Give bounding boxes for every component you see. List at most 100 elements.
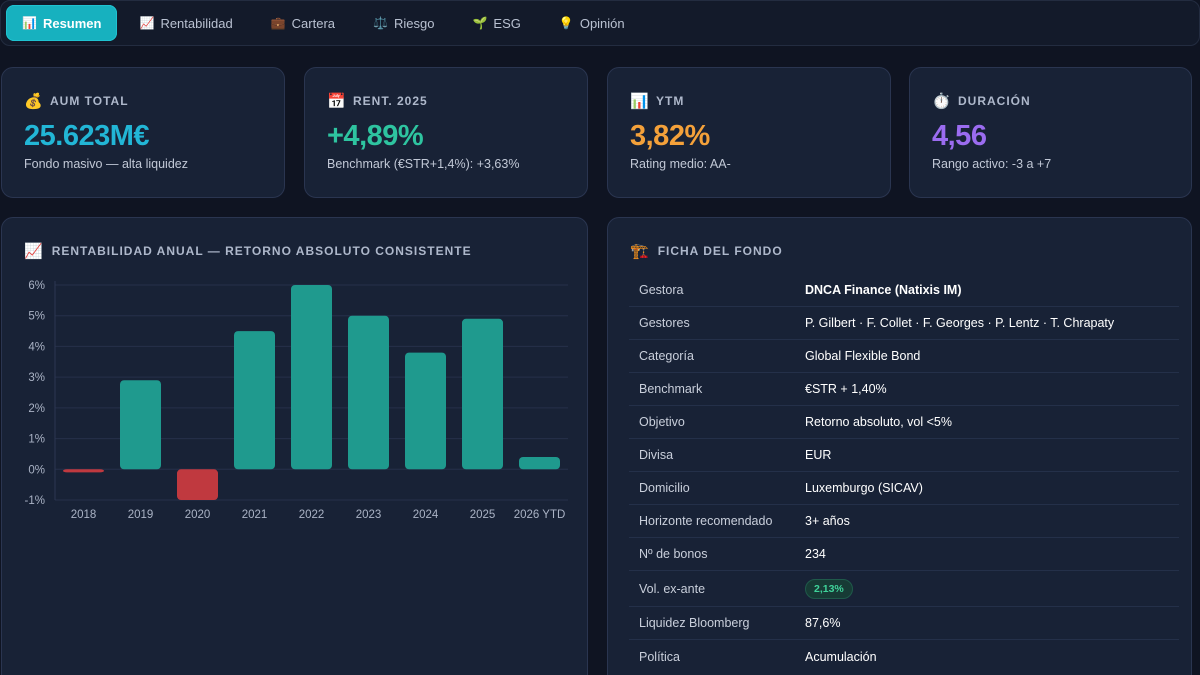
y-tick-label: 4%	[28, 341, 45, 353]
x-tick-label: 2023	[356, 509, 382, 521]
kpi-subtext: Fondo masivo — alta liquidez	[24, 157, 188, 171]
bar-2019	[120, 380, 161, 470]
bar-2020	[177, 469, 218, 500]
kpi-subtext: Benchmark (€STR+1,4%): +3,63%	[327, 157, 520, 171]
row-value: Acumulación	[805, 649, 877, 664]
scale-icon: ⚖️	[373, 16, 388, 30]
calendar-icon: 📅	[327, 93, 346, 110]
row-value: Luxemburgo (SICAV)	[805, 481, 923, 495]
tab-label: Resumen	[42, 15, 102, 31]
table-row: Domicilio Luxemburgo (SICAV)	[629, 472, 1179, 505]
kpi-label: YTM	[656, 94, 685, 108]
bar-2026-ytd	[519, 457, 560, 470]
kpi-label: AUM TOTAL	[50, 94, 129, 108]
row-value: P. Gilbert · F. Collet · F. Georges · P.…	[805, 316, 1115, 330]
fund-sheet-title: FICHA DEL FONDO	[657, 244, 783, 258]
table-row: Política Acumulación	[629, 640, 1179, 673]
kpi-value: 4,56	[932, 120, 987, 152]
trend-up-icon: 📈	[24, 243, 43, 260]
bar-2025	[462, 318, 503, 470]
y-tick-label: 6%	[28, 280, 45, 292]
kpi-card-duracion: ⏱️ DURACIÓN 4,56 Rango activo: -3 a +7	[909, 67, 1192, 198]
x-tick-label: 2022	[299, 509, 325, 521]
fund-sheet-table: Gestora DNCA Finance (Natixis IM) Gestor…	[629, 274, 1179, 673]
table-row: Benchmark €STR + 1,40%	[629, 373, 1179, 406]
row-label: Divisa	[639, 448, 674, 462]
y-tick-label: 5%	[28, 311, 45, 323]
tab-label: Opinión	[579, 15, 625, 31]
row-value: Retorno absoluto, vol <5%	[805, 415, 952, 429]
row-label: Gestores	[639, 316, 690, 330]
chart-title: RENTABILIDAD ANUAL — RETORNO ABSOLUTO CO…	[51, 244, 472, 258]
kpi-card-aum: 💰 AUM TOTAL 25.623M€ Fondo masivo — alta…	[1, 67, 285, 198]
table-row: Categoría Global Flexible Bond	[629, 340, 1179, 373]
lightbulb-icon: 💡	[558, 16, 574, 30]
fund-sheet-panel: 🏗️ FICHA DEL FONDO	[607, 217, 1192, 675]
row-label: Horizonte recomendado	[639, 514, 773, 528]
chart-panel: 📈 RENTABILIDAD ANUAL — RETORNO ABSOLUTO …	[1, 217, 588, 675]
kpi-label: RENT. 2025	[353, 94, 428, 108]
x-tick-label: 2020	[185, 509, 211, 521]
row-value: EUR	[805, 448, 832, 462]
x-tick-label: 2021	[242, 509, 268, 521]
table-row: Gestora DNCA Finance (Natixis IM)	[629, 274, 1179, 307]
tab-opinion[interactable]: 💡 Opinión	[543, 5, 641, 41]
tab-rentabilidad[interactable]: 📈 Rentabilidad	[123, 5, 248, 41]
briefcase-icon: 💼	[270, 16, 286, 30]
row-value: €STR + 1,40%	[805, 382, 887, 396]
row-label: Categoría	[639, 349, 694, 363]
trend-up-icon: 📈	[139, 16, 155, 30]
kpi-subtext: Rating medio: AA-	[630, 157, 731, 171]
row-label: Política	[639, 649, 680, 664]
kpi-label: DURACIÓN	[958, 94, 1031, 108]
row-label: Vol. ex-ante	[639, 581, 706, 596]
x-tick-label: 2025	[470, 509, 496, 521]
tab-label: Cartera	[291, 15, 336, 31]
bar-2023	[348, 315, 389, 470]
kpi-value: 3,82%	[630, 120, 710, 152]
table-row: Liquidez Bloomberg 87,6%	[629, 607, 1179, 640]
volatility-badge: 2,13%	[805, 578, 853, 599]
row-value: 3+ años	[805, 514, 850, 528]
kpi-card-ytm: 📊 YTM 3,82% Rating medio: AA-	[607, 67, 891, 198]
y-tick-label: 1%	[28, 434, 45, 446]
row-label: Domicilio	[639, 481, 690, 495]
stopwatch-icon: ⏱️	[932, 93, 951, 110]
tab-label: ESG	[493, 15, 521, 31]
kpi-card-rent-2025: 📅 RENT. 2025 +4,89% Benchmark (€STR+1,4%…	[304, 67, 588, 198]
y-tick-label: 2%	[28, 403, 45, 415]
bar-2021	[234, 331, 275, 470]
row-value: 234	[805, 547, 826, 561]
x-tick-label: 2026 YTD	[514, 509, 566, 521]
bar-2024	[405, 352, 446, 470]
tab-esg[interactable]: 🌱 ESG	[456, 5, 536, 41]
seedling-icon: 🌱	[472, 16, 488, 30]
table-row: Divisa EUR	[629, 439, 1179, 472]
kpi-value: +4,89%	[327, 120, 424, 152]
tab-riesgo[interactable]: ⚖️ Riesgo	[357, 5, 450, 41]
row-label: Gestora	[639, 283, 684, 297]
tab-resumen[interactable]: 📊 Resumen	[6, 5, 118, 41]
table-row: Objetivo Retorno absoluto, vol <5%	[629, 406, 1179, 439]
table-row: Horizonte recomendado 3+ años	[629, 505, 1179, 538]
y-tick-label: 3%	[28, 372, 45, 384]
row-label: Objetivo	[639, 415, 685, 429]
y-tick-label: 0%	[28, 464, 45, 476]
tab-label: Riesgo	[393, 15, 435, 31]
bar-2018	[63, 469, 104, 473]
x-tick-label: 2018	[71, 509, 97, 521]
top-nav: 📊 Resumen 📈 Rentabilidad 💼 Cartera ⚖️ Ri…	[0, 0, 1200, 46]
x-tick-label: 2019	[128, 509, 154, 521]
y-tick-label: -1%	[25, 495, 45, 507]
tab-cartera[interactable]: 💼 Cartera	[255, 5, 351, 41]
row-value: DNCA Finance (Natixis IM)	[805, 283, 962, 297]
kpi-value: 25.623M€	[24, 120, 150, 152]
bar-chart-icon: 📊	[630, 93, 649, 110]
crane-icon: 🏗️	[630, 243, 649, 260]
bar-2022	[291, 285, 332, 470]
row-label: Nº de bonos	[639, 547, 708, 561]
table-row: Nº de bonos 234	[629, 538, 1179, 571]
row-label: Benchmark	[639, 382, 703, 396]
table-row: Vol. ex-ante 2,13%	[629, 571, 1179, 607]
kpi-subtext: Rango activo: -3 a +7	[932, 157, 1052, 171]
